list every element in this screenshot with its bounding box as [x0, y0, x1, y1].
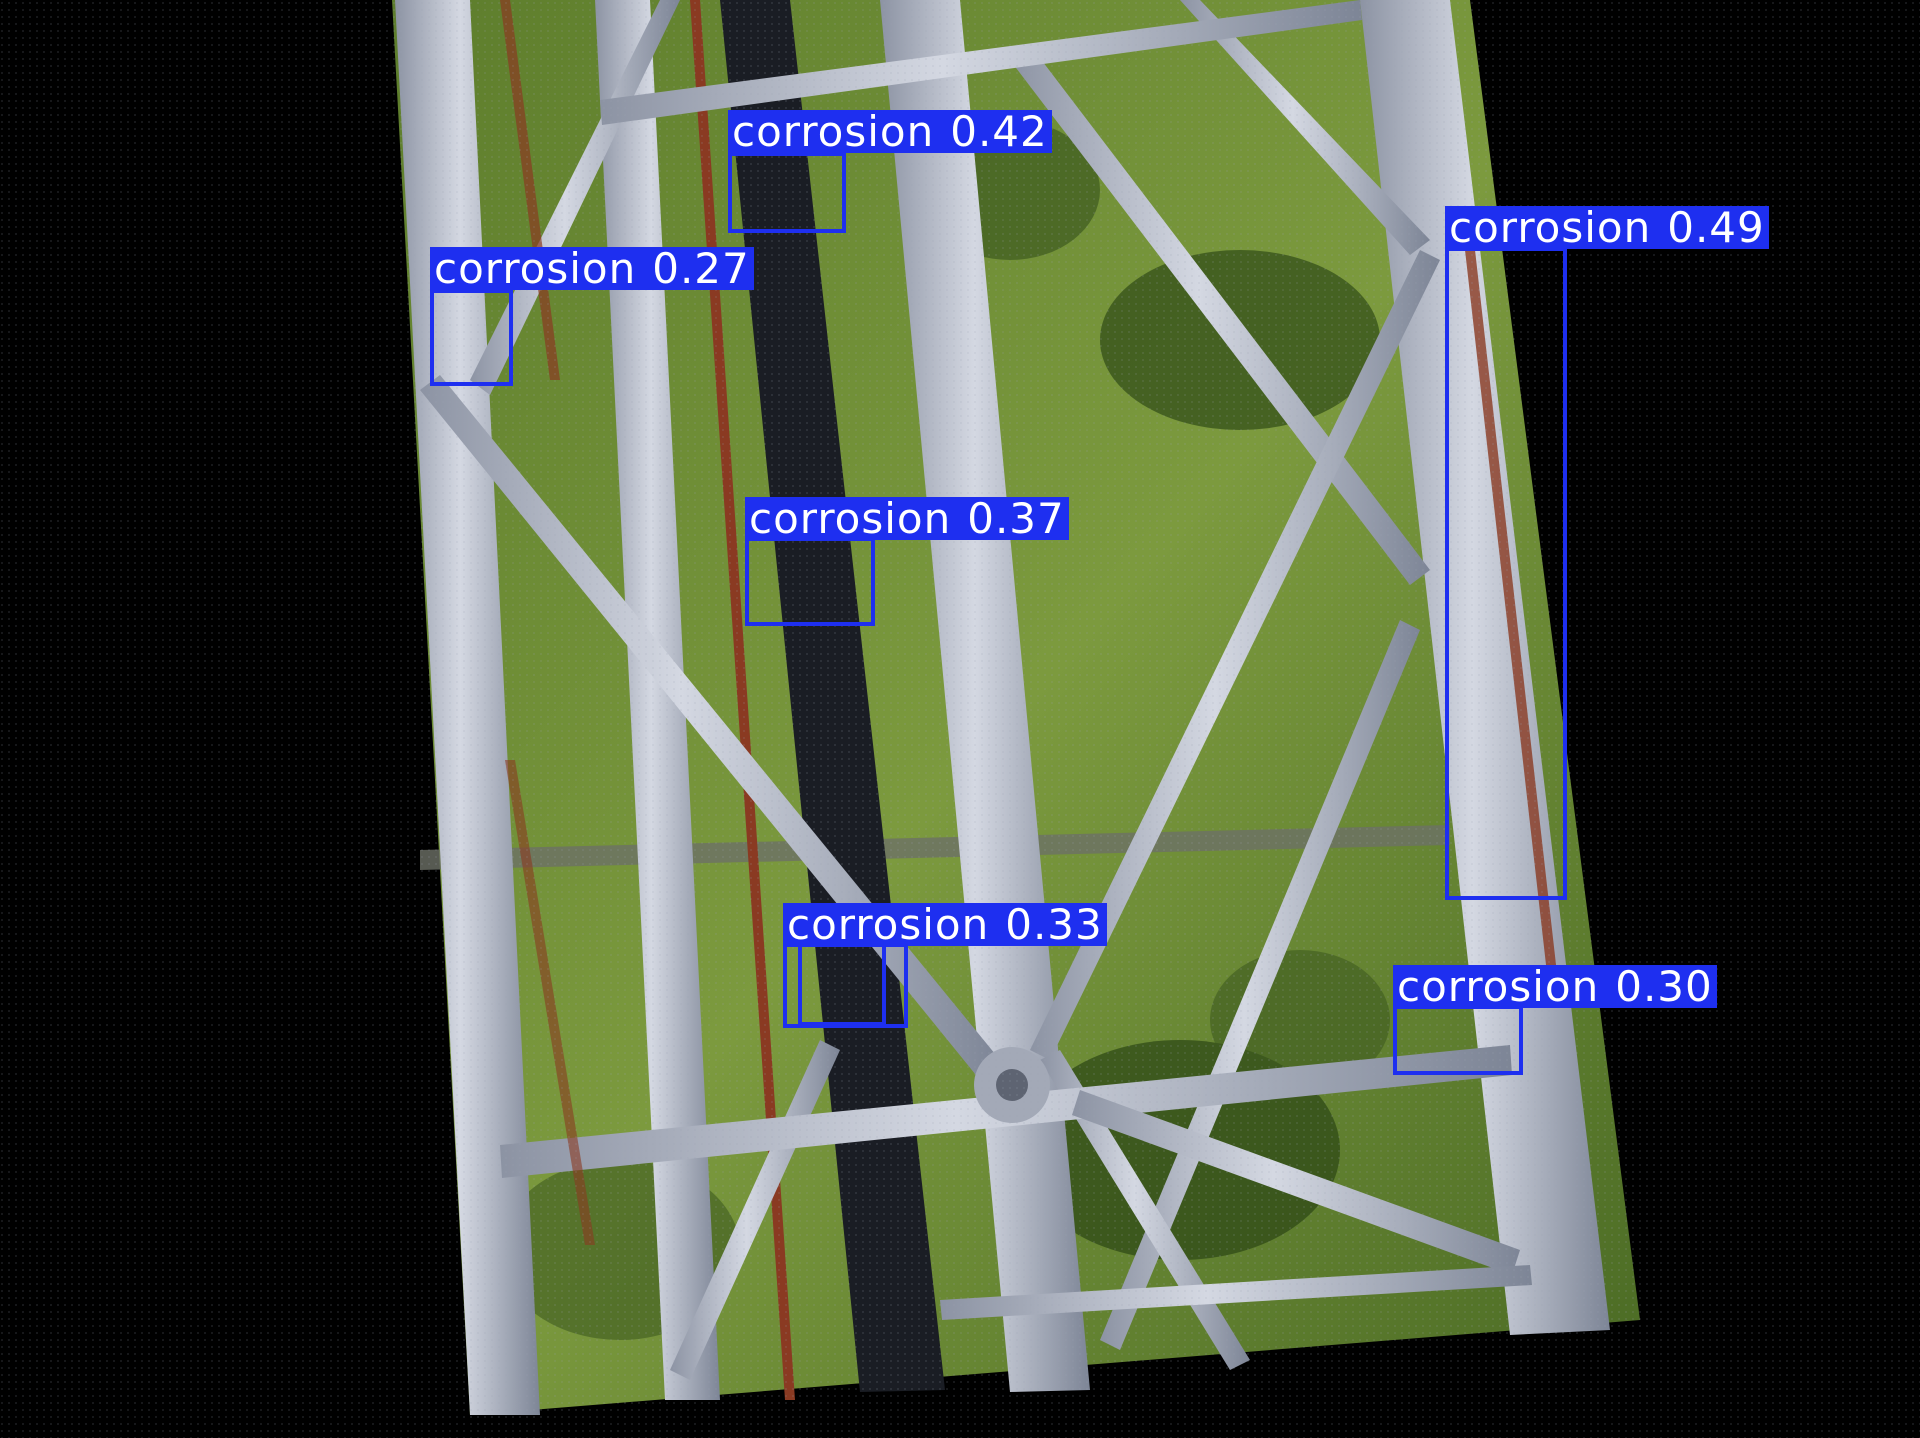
detection-label: corrosion 0.42 [728, 110, 1052, 153]
detection-class: corrosion [1449, 206, 1651, 249]
detection-confidence: 0.27 [652, 247, 750, 290]
detection-label: corrosion 0.27 [430, 247, 754, 290]
detection-class: corrosion [1397, 965, 1599, 1008]
detection-label: corrosion 0.33 [783, 903, 1107, 946]
detection-class: corrosion [434, 247, 636, 290]
detection-confidence: 0.49 [1667, 206, 1765, 249]
detection-box [745, 537, 875, 626]
detection-class: corrosion [732, 110, 934, 153]
detection-class: corrosion [787, 903, 989, 946]
detection-box [1393, 1005, 1523, 1075]
detection-label: corrosion 0.37 [745, 497, 1069, 540]
detection-confidence: 0.37 [967, 497, 1065, 540]
detection-label: corrosion 0.30 [1393, 965, 1717, 1008]
detection-box [1445, 247, 1567, 900]
detection-label: corrosion 0.49 [1445, 206, 1769, 249]
detection-confidence: 0.33 [1005, 903, 1103, 946]
detection-box [728, 152, 846, 233]
detection-class: corrosion [749, 497, 951, 540]
detection-box [430, 289, 513, 386]
detection-confidence: 0.42 [950, 110, 1048, 153]
detection-box [798, 943, 886, 1026]
detection-confidence: 0.30 [1615, 965, 1713, 1008]
